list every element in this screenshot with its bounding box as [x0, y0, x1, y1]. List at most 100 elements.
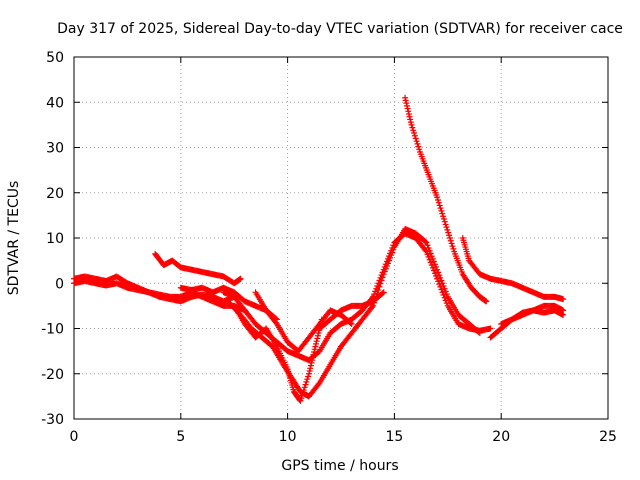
data-point: [380, 271, 387, 278]
data-point: [426, 247, 433, 254]
data-point: [445, 229, 452, 236]
series-track-6: [224, 225, 483, 400]
data-point: [424, 251, 431, 258]
data-point: [308, 359, 315, 366]
x-tick-label: 0: [70, 429, 79, 445]
data-point: [390, 246, 397, 253]
data-point: [386, 257, 393, 264]
data-point: [431, 261, 438, 268]
data-point: [429, 255, 436, 262]
data-point: [304, 376, 311, 383]
data-point: [475, 329, 482, 336]
data-point: [438, 207, 445, 214]
data-point: [301, 384, 308, 391]
data-point: [310, 351, 317, 358]
data-point: [313, 338, 320, 345]
data-point: [426, 256, 433, 263]
axis-ticks: 0 5 10 15 20 25 -30 -20 -10 0 10 20 30 40 50: [41, 50, 617, 445]
data-point: [434, 266, 441, 273]
data-point: [412, 135, 419, 142]
data-point: [439, 289, 446, 296]
data-point: [305, 370, 312, 377]
data-point: [425, 244, 432, 251]
data-point: [299, 389, 306, 396]
data-point: [560, 307, 567, 314]
y-tick-label: 40: [46, 95, 64, 111]
data-point: [441, 218, 448, 225]
data-point: [313, 340, 320, 347]
data-point: [382, 265, 389, 272]
y-tick-label: 30: [46, 141, 64, 157]
data-point: [407, 116, 414, 123]
data-point: [315, 330, 322, 337]
y-tick-label: -20: [41, 367, 64, 383]
data-point: [440, 213, 447, 220]
data-point: [376, 283, 383, 290]
data-point: [312, 343, 319, 350]
data-point: [476, 330, 483, 337]
data-point: [483, 298, 490, 305]
data-point: [387, 254, 394, 261]
data-point: [424, 242, 431, 249]
data-point: [429, 264, 436, 271]
x-tick-label: 15: [385, 429, 403, 445]
series-track-5: [220, 230, 494, 364]
y-tick-label: 50: [46, 50, 64, 66]
data-point: [416, 146, 423, 153]
data-point: [560, 296, 567, 303]
data-point: [442, 288, 449, 295]
data-point: [448, 240, 455, 247]
data-point: [446, 235, 453, 241]
data-point: [410, 127, 417, 134]
data-point: [380, 289, 387, 296]
series-track-9: [316, 289, 387, 332]
data-point: [402, 97, 409, 104]
data-point: [450, 245, 457, 252]
y-tick-label: 0: [55, 276, 64, 292]
data-point: [415, 143, 422, 150]
data-point: [368, 304, 375, 311]
x-tick-label: 10: [279, 429, 297, 445]
data-point: [440, 292, 447, 299]
x-axis-label: GPS time / hours: [281, 458, 398, 474]
data-point: [440, 282, 447, 289]
data-point: [348, 320, 355, 327]
data-point: [443, 224, 450, 231]
data-point: [404, 102, 411, 109]
data-point: [311, 346, 318, 353]
data-point: [487, 325, 494, 332]
data-point: [388, 252, 395, 259]
data-point: [300, 387, 307, 394]
data-point: [403, 100, 410, 107]
data-point: [444, 226, 451, 233]
data-point: [406, 113, 413, 120]
data-point: [311, 349, 318, 356]
data-point: [377, 280, 384, 287]
data-point: [435, 269, 442, 276]
data-point: [405, 111, 412, 118]
data-point: [427, 259, 434, 266]
data-point: [443, 300, 450, 307]
data-point: [449, 243, 456, 250]
data-point: [404, 105, 411, 112]
data-point: [436, 202, 443, 209]
x-tick-label: 20: [492, 429, 510, 445]
data-point: [389, 249, 396, 256]
data-point: [409, 124, 416, 131]
data-point: [439, 210, 446, 217]
data-point: [314, 332, 321, 339]
series-track-1: [71, 273, 248, 314]
data-point: [407, 119, 414, 126]
data-point: [408, 121, 415, 128]
data-point: [307, 362, 314, 369]
data-point: [436, 281, 443, 288]
data-point: [411, 130, 418, 137]
series-track-10: [402, 94, 490, 305]
data-point: [438, 277, 445, 284]
series-track-3: [152, 250, 244, 287]
data-point: [379, 274, 386, 281]
data-point: [422, 238, 429, 245]
data-point: [446, 232, 453, 239]
data-point: [305, 373, 312, 380]
data-point: [413, 138, 420, 145]
